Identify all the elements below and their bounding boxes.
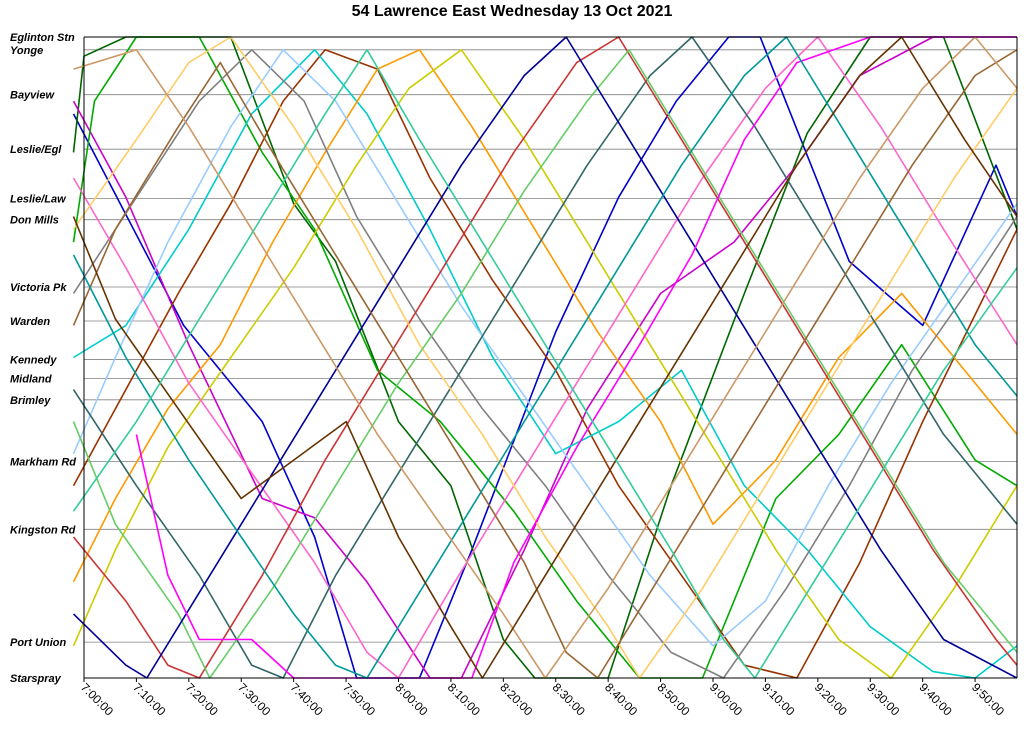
trip-line: [72, 49, 1018, 679]
trip-line: [72, 36, 1018, 679]
trip-line: [73, 49, 1018, 679]
stop-label: Kingston Rd: [10, 524, 76, 536]
trip-line: [72, 49, 1018, 679]
x-tick-label: 9:00:00: [707, 680, 745, 718]
stop-label: Leslie/Law: [10, 194, 67, 206]
x-tick-label: 8:50:00: [654, 680, 692, 718]
stop-label: Leslie/Egl: [10, 144, 62, 156]
stop-label: Brimley: [10, 395, 51, 407]
x-tick-label: 8:00:00: [392, 680, 430, 718]
trip-line: [72, 49, 1018, 679]
trip-line: [72, 36, 1018, 679]
x-tick-label: 7:10:00: [130, 680, 168, 718]
stop-label: Kennedy: [10, 354, 57, 366]
trip-line: [72, 49, 1018, 679]
stop-label: Eglinton Stn: [10, 32, 75, 44]
stop-label: Midland: [10, 374, 52, 386]
x-tick-label: 7:40:00: [288, 680, 326, 718]
series-layer: [72, 36, 1018, 679]
stop-label: Victoria Pk: [10, 282, 67, 294]
x-tick-label: 7:20:00: [183, 680, 221, 718]
x-tick-label: 9:20:00: [812, 680, 850, 718]
x-tick-label: 8:30:00: [550, 680, 588, 718]
trip-line: [72, 36, 1018, 679]
trip-line: [72, 49, 1018, 647]
x-tick-label: 9:10:00: [759, 680, 797, 718]
x-tick-label: 7:00:00: [78, 680, 116, 718]
x-tick-label: 7:50:00: [340, 680, 378, 718]
stop-label: Warden: [10, 316, 50, 328]
stop-label: Bayview: [10, 90, 55, 102]
trip-line: [72, 49, 1018, 679]
x-tick-label: 8:10:00: [445, 680, 483, 718]
stop-label: Don Mills: [10, 215, 59, 227]
trip-line: [72, 49, 1018, 583]
trip-line: [72, 36, 1018, 679]
x-tick-label: 9:30:00: [864, 680, 902, 718]
x-tick-label: 9:40:00: [917, 680, 955, 718]
grid-layer: [84, 36, 1017, 679]
trip-line: [135, 36, 1017, 679]
stop-label: Markham Rd: [10, 456, 76, 468]
stop-label: Port Union: [10, 637, 66, 649]
x-tick-label: 8:40:00: [602, 680, 640, 718]
x-tick-label: 8:20:00: [497, 680, 535, 718]
trip-line: [72, 36, 1018, 679]
stop-label: Starspray: [10, 673, 62, 685]
trip-line: [72, 36, 1018, 679]
axis-layer: [83, 36, 1018, 682]
trip-line: [72, 36, 1018, 679]
chart-title: 54 Lawrence East Wednesday 13 Oct 2021: [351, 3, 673, 20]
x-tick-label: 9:50:00: [969, 680, 1007, 718]
x-tick-label: 7:30:00: [235, 680, 273, 718]
stop-label: Yonge: [10, 45, 43, 57]
